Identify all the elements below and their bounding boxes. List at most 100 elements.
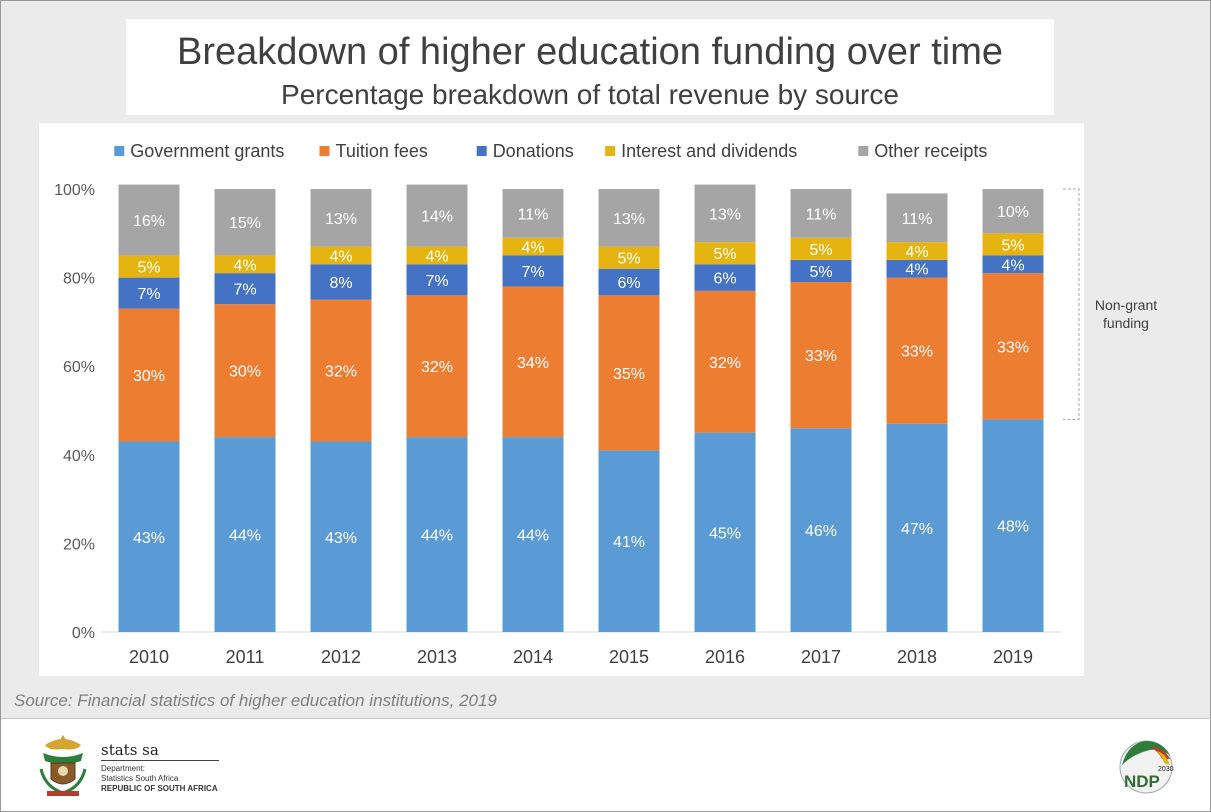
data-label: 6% — [617, 275, 640, 292]
bar-segment — [886, 242, 948, 260]
data-label: 33% — [997, 339, 1029, 356]
bar-segment — [214, 273, 276, 305]
y-tick-label: 20% — [63, 536, 95, 553]
data-label: 32% — [421, 359, 453, 376]
data-label: 33% — [901, 344, 933, 361]
data-label: 35% — [613, 366, 645, 383]
legend-label: Donations — [493, 141, 574, 161]
data-label: 6% — [713, 271, 736, 288]
bar-segment — [886, 193, 948, 243]
bar-segment — [310, 264, 372, 300]
bar-segment — [406, 264, 468, 296]
data-label: 11% — [806, 206, 837, 223]
x-tick-label: 2018 — [897, 647, 937, 667]
data-label: 44% — [421, 528, 453, 545]
bar-segment — [598, 189, 660, 247]
x-tick-label: 2016 — [705, 647, 745, 667]
legend-swatch — [858, 146, 869, 156]
data-label: 41% — [613, 534, 645, 551]
bar-segment — [502, 255, 564, 287]
data-label: 5% — [713, 246, 736, 263]
data-label: 4% — [425, 248, 448, 265]
org-underline — [101, 760, 219, 761]
legend-swatch — [476, 146, 487, 156]
bar-segment — [598, 295, 660, 451]
data-label: 7% — [425, 273, 448, 290]
bar-segment — [502, 189, 564, 238]
legend-label: Tuition fees — [336, 141, 428, 161]
bar-segment — [310, 246, 372, 265]
data-label: 34% — [517, 355, 549, 372]
bar-segment — [886, 277, 948, 424]
bar-segment — [982, 233, 1044, 256]
bar-segment — [694, 432, 756, 632]
bar-segment — [790, 282, 852, 429]
data-label: 4% — [905, 244, 928, 261]
bar-segment — [598, 450, 660, 632]
legend-label: Government grants — [130, 141, 284, 161]
data-label: 10% — [997, 204, 1029, 221]
x-tick-label: 2011 — [226, 647, 265, 667]
bar-segment — [982, 189, 1044, 234]
bar-segment — [118, 277, 180, 309]
bar-segment — [790, 189, 852, 238]
data-label: 7% — [521, 264, 544, 281]
data-label: 45% — [709, 525, 741, 542]
data-label: 5% — [137, 260, 160, 277]
x-tick-label: 2017 — [801, 647, 841, 667]
data-label: 5% — [809, 242, 832, 259]
bar-segment — [982, 255, 1044, 274]
x-tick-label: 2013 — [417, 647, 457, 667]
data-label: 47% — [901, 521, 933, 538]
data-label: 5% — [1001, 237, 1024, 254]
org-line-3: REPUBLIC OF SOUTH AFRICA — [101, 784, 218, 793]
chart-area: 0% 20% 40% 60% 80% 100% 43% 30% 7% 5% 16% 2010 44% 30… — [39, 123, 1084, 676]
bar-segment — [790, 259, 852, 283]
data-label: 32% — [709, 355, 741, 372]
legend-label: Interest and dividends — [621, 141, 797, 161]
ndp-year: 2030 — [1158, 766, 1174, 773]
data-label: 30% — [229, 364, 261, 381]
bar-segment — [694, 184, 756, 243]
y-tick-label: 60% — [63, 359, 95, 376]
data-label: 46% — [805, 523, 837, 540]
y-tick-label: 80% — [63, 271, 95, 288]
source-note: Source: Financial statistics of higher e… — [14, 691, 497, 710]
data-label: 43% — [133, 530, 165, 547]
legend-label: Other receipts — [874, 141, 987, 161]
x-tick-label: 2015 — [609, 647, 649, 667]
y-tick-label: 40% — [63, 448, 95, 465]
bar-segment — [598, 268, 660, 296]
data-label: 14% — [421, 209, 453, 226]
data-label: 15% — [229, 215, 261, 232]
bar-segment — [694, 264, 756, 291]
legend-swatch — [114, 146, 125, 156]
chart-title: Breakdown of higher education funding ov… — [177, 31, 1003, 73]
bar-segment — [598, 246, 660, 269]
data-label: 8% — [329, 275, 352, 292]
annotation-line-1: Non-grant — [1094, 297, 1158, 313]
bar-segment — [118, 255, 180, 278]
bar-segment — [118, 184, 180, 256]
data-label: 4% — [905, 262, 928, 279]
data-label: 5% — [617, 251, 640, 268]
non-grant-annotation: Non-grant funding — [1086, 296, 1166, 332]
x-tick-label: 2012 — [321, 647, 361, 667]
ndp-text: NDP — [1124, 772, 1160, 791]
coat-of-arms-icon — [39, 735, 87, 796]
data-label: 32% — [325, 364, 357, 381]
annotation-line-2: funding — [1103, 315, 1149, 331]
data-label: 4% — [521, 240, 544, 257]
data-label: 13% — [613, 211, 645, 228]
bar-segment — [694, 242, 756, 265]
bar-segment — [790, 428, 852, 632]
data-label: 16% — [133, 213, 165, 230]
chart-subtitle: Percentage breakdown of total revenue by… — [281, 79, 899, 110]
data-label: 13% — [325, 211, 357, 228]
bar-segment — [214, 255, 276, 274]
data-label: 44% — [229, 528, 261, 545]
x-tick-label: 2019 — [993, 647, 1033, 667]
data-label: 4% — [233, 257, 256, 274]
legend-swatch — [319, 146, 330, 156]
